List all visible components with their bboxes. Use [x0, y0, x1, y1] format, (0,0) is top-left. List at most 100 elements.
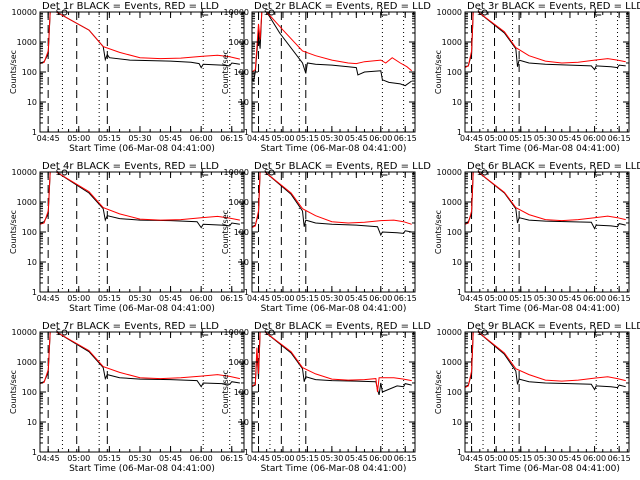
x-tick-label: 05:15 — [98, 294, 121, 303]
series-group — [40, 12, 241, 69]
x-tick-label: 05:15 — [98, 134, 121, 143]
detector-panel-2: Det 2r BLACK = Events, RED = LLD 1 10 100 10… — [221, 1, 431, 154]
x-tick-label: 06:15 — [394, 134, 417, 143]
y-tick-label: 100 — [234, 68, 249, 77]
y-axis-label: Counts/sec — [221, 370, 230, 414]
x-tick-label: 05:45 — [345, 134, 368, 143]
marker-c-circle — [481, 329, 488, 336]
y-tick-label: 100 — [234, 388, 249, 397]
detector-panel-7: Det 7r BLACK = Events, RED = LLD 1 10 100 10… — [9, 321, 245, 474]
marker-bracket — [201, 9, 209, 16]
panel-title: Det 3r BLACK = Events, RED = LLD — [467, 1, 640, 12]
detector-panel-9: Det 9r BLACK = Events, RED = LLD 1 10 100 10… — [434, 321, 640, 474]
x-tick-label: 06:00 — [583, 454, 606, 463]
panel-title: Det 6r BLACK = Events, RED = LLD — [467, 161, 640, 172]
x-tick-label: 06:00 — [369, 294, 392, 303]
events-series-line — [252, 172, 412, 237]
x-tick-label: 05:00 — [67, 134, 90, 143]
series-group — [465, 172, 626, 230]
x-tick-label: 05:15 — [98, 454, 121, 463]
x-tick-label: 05:15 — [296, 454, 319, 463]
x-axis-label: Start Time (06-Mar-08 04:41:00) — [474, 304, 620, 314]
y-tick-label: 100 — [22, 388, 37, 397]
x-tick-label: 05:45 — [159, 294, 182, 303]
events-series-line — [465, 172, 626, 230]
lld-series-line — [40, 332, 241, 385]
x-tick-label: 05:00 — [271, 454, 294, 463]
marker-bracket — [594, 329, 602, 336]
events-series-line — [252, 12, 412, 87]
events-series-line — [40, 12, 240, 69]
series-group — [40, 172, 240, 229]
y-tick-label: 100 — [447, 68, 462, 77]
panel-title: Det 9r BLACK = Events, RED = LLD — [467, 321, 640, 332]
y-tick-label: 10000 — [437, 168, 462, 177]
x-tick-label: 04:45 — [247, 454, 270, 463]
y-tick-label: 10 — [452, 418, 462, 427]
x-tick-label: 05:30 — [128, 454, 151, 463]
y-tick-label: 1 — [32, 448, 37, 457]
x-tick-label: 06:00 — [190, 294, 213, 303]
y-tick-label: 1000 — [17, 198, 37, 207]
y-tick-label: 1 — [32, 128, 37, 137]
y-axis-label: Counts/sec — [434, 50, 443, 94]
marker-c-circle — [481, 9, 488, 16]
events-series-line — [40, 172, 240, 229]
y-tick-label: 10 — [452, 98, 462, 107]
y-tick-label: 1000 — [229, 198, 249, 207]
x-tick-label: 05:30 — [320, 454, 343, 463]
lld-series-line — [40, 12, 241, 65]
y-tick-label: 1 — [457, 288, 462, 297]
x-tick-label: 06:00 — [583, 134, 606, 143]
x-tick-label: 05:00 — [67, 294, 90, 303]
y-tick-label: 1 — [244, 288, 249, 297]
x-tick-label: 06:15 — [608, 134, 631, 143]
x-tick-label: 05:30 — [534, 294, 557, 303]
y-axis-label: Counts/sec — [434, 370, 443, 414]
y-tick-label: 10000 — [224, 328, 249, 337]
marker-s-label: S — [56, 168, 61, 177]
y-axis-label: Counts/sec — [434, 210, 443, 254]
plot-frame — [464, 11, 630, 133]
detector-panel-1: Det 1r BLACK = Events, RED = LLD 1 10 100 10… — [9, 1, 245, 154]
plot-frame — [251, 331, 416, 453]
y-tick-label: 10000 — [224, 168, 249, 177]
detector-panel-8: Det 8r BLACK = Events, RED = LLD 1 10 100 10… — [221, 321, 431, 474]
marker-s-label: S — [477, 8, 482, 17]
series-group — [465, 332, 626, 391]
y-axis-label: Counts/sec — [9, 370, 18, 414]
x-tick-label: 06:00 — [369, 134, 392, 143]
x-axis-label: Start Time (06-Mar-08 04:41:00) — [69, 464, 215, 474]
marker-s-label: S — [56, 8, 61, 17]
marker-c-circle — [481, 169, 488, 176]
x-tick-label: 05:45 — [345, 294, 368, 303]
y-tick-label: 10 — [27, 258, 37, 267]
marker-c-circle — [61, 169, 68, 176]
x-tick-label: 05:30 — [128, 294, 151, 303]
detector-panel-6: Det 6r BLACK = Events, RED = LLD 1 10 100 10… — [434, 161, 640, 314]
x-tick-label: 06:15 — [608, 454, 631, 463]
lld-series-line — [465, 332, 626, 389]
y-tick-label: 10 — [452, 258, 462, 267]
marker-s-label: S — [477, 328, 482, 337]
y-tick-label: 10 — [239, 98, 249, 107]
x-axis-label: Start Time (06-Mar-08 04:41:00) — [474, 144, 620, 154]
x-tick-label: 06:15 — [220, 134, 243, 143]
marker-bracket — [594, 9, 602, 16]
y-tick-label: 1 — [457, 128, 462, 137]
detector-panel-3: Det 3r BLACK = Events, RED = LLD 1 10 100 10… — [434, 1, 640, 154]
y-tick-label: 1 — [457, 448, 462, 457]
x-tick-label: 05:45 — [558, 454, 581, 463]
lld-series-line — [252, 12, 413, 73]
y-tick-label: 10000 — [437, 8, 462, 17]
x-tick-label: 06:15 — [220, 454, 243, 463]
lld-series-line — [40, 172, 240, 225]
y-tick-label: 1000 — [17, 38, 37, 47]
y-tick-label: 1000 — [442, 198, 462, 207]
x-tick-label: 05:45 — [558, 294, 581, 303]
plot-frame — [39, 11, 245, 133]
x-axis-label: Start Time (06-Mar-08 04:41:00) — [69, 144, 215, 154]
x-tick-label: 05:30 — [320, 294, 343, 303]
x-tick-label: 05:30 — [128, 134, 151, 143]
